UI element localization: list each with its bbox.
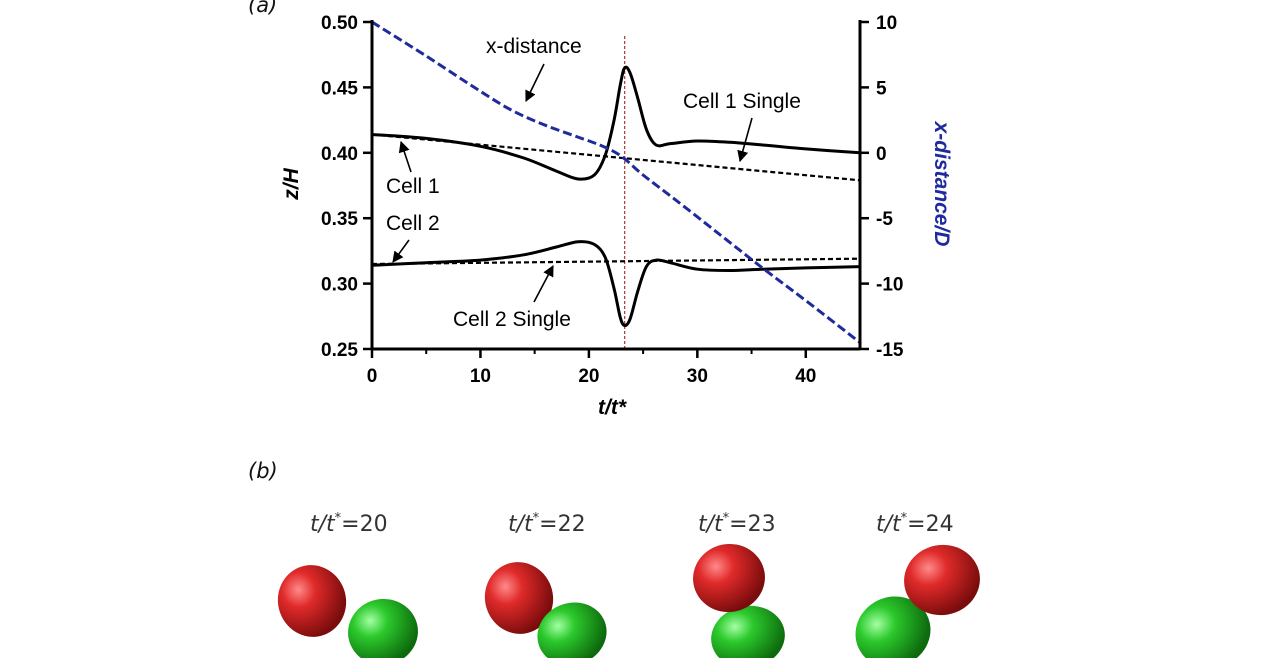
series-cell-2-single	[371, 257, 861, 266]
x-tick-label: 20	[578, 366, 599, 387]
series-cell-1-single	[371, 133, 861, 182]
y-tick-label: 0.45	[321, 78, 358, 99]
x-tick-label: 30	[687, 366, 708, 387]
green-cell-snapshot-24	[855, 596, 931, 658]
series-cell-2	[371, 240, 861, 328]
annotation-cell2: Cell 2	[386, 212, 440, 235]
y-tick-label: 0.35	[321, 209, 358, 230]
arrow-cell2	[392, 239, 410, 263]
arrow-cell2-single	[533, 265, 554, 303]
y2-axis-title: x-distance/D	[930, 121, 953, 247]
snapshots-panel: t/t*=20 t/t*=22 t/t*=23 t/t*=24	[277, 511, 980, 658]
x-tick-label: 10	[470, 366, 491, 387]
red-cell-snapshot-23	[693, 543, 765, 613]
panel-label-b: (b)	[248, 459, 278, 483]
arrow-cell1-single	[737, 117, 753, 163]
x-axis-title: t/t*	[598, 396, 627, 419]
snapshot-label-24: t/t*=24	[876, 511, 954, 537]
plot-area: 0 10 20 30 40 0.25 0.30 0.35 0.40 0.45 0.50 -15 -10 -…	[321, 13, 904, 387]
ticks-layer: 0 10 20 30 40 0.25 0.30 0.35 0.40 0.45 0.50 -15 -10 -…	[321, 13, 904, 387]
axes-layer	[370, 20, 862, 351]
arrow-x-distance	[525, 63, 545, 103]
annotation-cell1: Cell 1	[386, 175, 440, 198]
y-axis-title: z/H	[280, 167, 303, 200]
y-tick-label: 0.30	[321, 275, 358, 296]
y2-tick-label: 5	[876, 78, 887, 99]
snapshot-label-22: t/t*=22	[508, 511, 586, 537]
annotations: x-distance Cell 1 Single Cell 1 Cell 2 C…	[386, 35, 801, 331]
y2-tick-label: 10	[876, 13, 897, 34]
red-cell-snapshot-22	[484, 562, 554, 634]
snapshot-label-20: t/t*=20	[310, 511, 388, 537]
green-cell-snapshot-20	[348, 598, 418, 658]
y2-tick-label: 0	[876, 144, 887, 165]
x-tick-label: 0	[367, 366, 378, 387]
y-tick-label: 0.40	[321, 144, 358, 165]
series-layer	[371, 20, 861, 344]
y2-tick-label: -15	[876, 340, 904, 361]
y2-tick-label: -10	[876, 275, 903, 296]
series-x-distance	[371, 20, 861, 344]
red-cell-snapshot-24	[904, 544, 980, 616]
y-tick-label: 0.25	[321, 340, 358, 361]
snapshot-label-23: t/t*=23	[698, 511, 776, 537]
red-cell-snapshot-20	[277, 565, 347, 637]
arrow-cell1	[398, 140, 412, 173]
annotation-x-distance: x-distance	[486, 35, 582, 58]
annotation-cell1-single: Cell 1 Single	[683, 90, 801, 113]
green-cell-snapshot-22	[537, 602, 607, 658]
series-cell-1	[371, 65, 861, 181]
x-tick-label: 40	[795, 366, 816, 387]
green-cell-snapshot-23	[711, 605, 785, 658]
panel-label-a: (a)	[248, 0, 277, 17]
annotation-cell2-single: Cell 2 Single	[453, 308, 571, 331]
y2-tick-label: -5	[876, 209, 893, 230]
y-tick-label: 0.50	[321, 13, 358, 34]
